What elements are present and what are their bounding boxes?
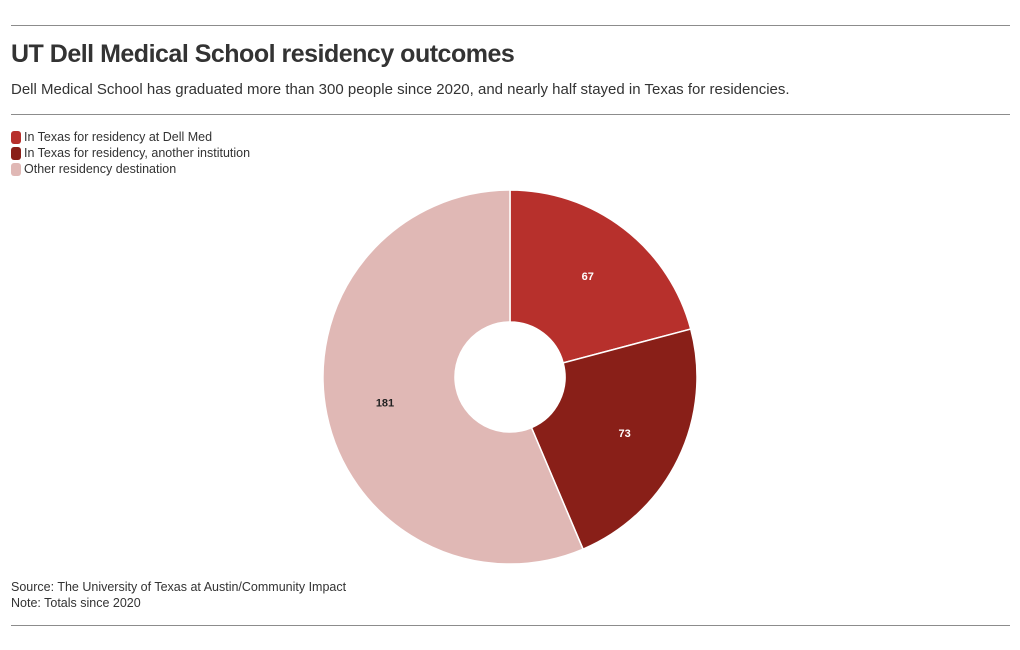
legend-label-other-destination: Other residency destination [24,162,177,176]
legend-item-other-destination: Other residency destination [11,161,250,177]
footer: Source: The University of Texas at Austi… [11,579,346,611]
donut-slice-other-destination [322,189,585,565]
source-note: Source: The University of Texas at Austi… [11,580,347,594]
donut-slice-other-texas [530,328,698,551]
top-divider [11,25,1010,26]
header-divider [11,114,1010,115]
legend-label-dell-med: In Texas for residency at Dell Med [24,130,213,144]
slice-label-other-destination: 181 [376,397,394,409]
legend-item-dell-med: In Texas for residency at Dell Med [11,129,250,145]
legend: In Texas for residency at Dell Med In Te… [11,129,250,177]
legend-swatch-other-destination [11,162,21,176]
donut-slices [322,189,698,565]
chart-subtitle: Dell Medical School has graduated more t… [11,81,790,98]
donut-slice-dell-med [509,189,692,364]
chart-title: UT Dell Medical School residency outcome… [11,40,515,68]
slice-label-dell-med: 67 [582,271,594,283]
slice-label-other-texas: 73 [618,428,630,440]
bottom-divider [11,625,1010,626]
legend-label-other-texas: In Texas for residency, another institut… [24,146,251,160]
totals-note: Note: Totals since 2020 [11,596,141,610]
legend-item-other-texas: In Texas for residency, another institut… [11,145,250,161]
legend-swatch-dell-med [11,130,21,144]
legend-swatch-other-texas [11,146,21,160]
donut-chart: 67 73 181 [322,189,698,565]
donut-slice-labels: 67 73 181 [376,271,631,440]
